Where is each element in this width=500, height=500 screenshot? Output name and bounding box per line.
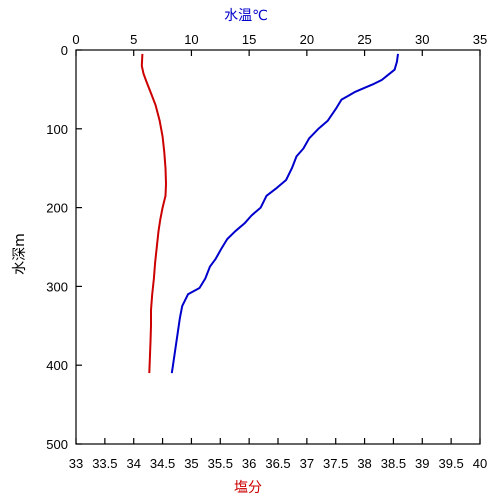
bottom-tick-label: 34.5 [150,456,175,471]
top-axis-ticks: 0 5 10 15 20 25 30 35 [72,32,487,56]
bottom-tick-label: 33 [69,456,83,471]
top-tick-label: 15 [242,32,256,47]
top-axis-title: 水温℃ [224,8,268,24]
bottom-tick-label: 36 [242,456,256,471]
bottom-axis-title: 塩分 [234,480,262,496]
bottom-tick-label: 39 [415,456,429,471]
y-tick-label: 200 [46,201,68,216]
salinity-line [140,53,167,374]
bottom-tick-label: 38 [357,456,371,471]
temperature-line [170,53,399,374]
y-tick-label: 500 [46,437,68,452]
bottom-tick-label: 35.5 [208,456,233,471]
bottom-tick-label: 37.5 [323,456,348,471]
bottom-tick-label: 36.5 [265,456,290,471]
top-tick-label: 10 [184,32,198,47]
bottom-tick-label: 40 [473,456,487,471]
bottom-tick-label: 33.5 [92,456,117,471]
bottom-tick-label: 34 [126,456,140,471]
bottom-tick-label: 39.5 [438,456,463,471]
bottom-tick-label: 37 [300,456,314,471]
y-tick-label: 100 [46,122,68,137]
y-tick-label: 0 [61,43,68,58]
bottom-tick-label: 38.5 [381,456,406,471]
bottom-tick-label: 35 [184,456,198,471]
series-layer [140,53,399,374]
y-axis-title: 水深m [12,233,28,275]
y-tick-label: 400 [46,358,68,373]
y-axis-ticks: 0 100 200 300 400 500 [46,43,82,452]
bottom-axis-ticks: 33 33.5 34 34.5 35 35.5 36 36.5 37 37.5 38 38.5 39 39… [69,438,487,471]
top-tick-label: 20 [300,32,314,47]
top-tick-label: 35 [473,32,487,47]
top-tick-label: 5 [130,32,137,47]
top-tick-label: 0 [72,32,79,47]
top-tick-label: 25 [357,32,371,47]
plot-frame [75,49,481,445]
y-tick-label: 300 [46,279,68,294]
top-tick-label: 30 [415,32,429,47]
